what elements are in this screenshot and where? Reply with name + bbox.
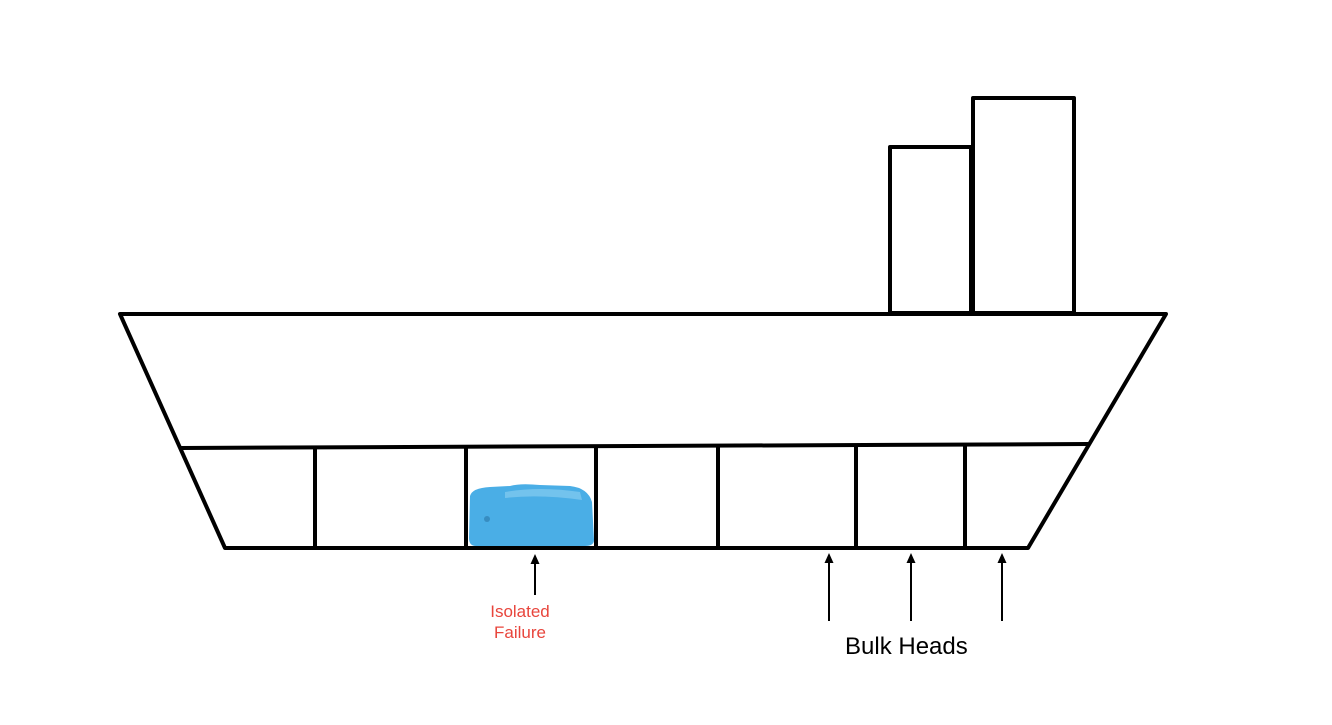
smokestack-short [888, 145, 973, 315]
flooded-compartment-water [469, 484, 594, 546]
water-fill [469, 484, 594, 546]
water-spot [484, 516, 490, 522]
isolated-failure-label-line2: Failure [494, 623, 546, 642]
isolated-failure-label-line1: Isolated [490, 602, 550, 621]
bulkhead-arrow [824, 553, 834, 621]
bulkhead-arrow [997, 553, 1007, 621]
failure-arrow [530, 554, 540, 595]
arrows [530, 553, 1007, 621]
bulkhead-arrow [906, 553, 916, 621]
smokestacks [888, 96, 1076, 315]
ship-hull [118, 312, 1168, 550]
water-highlight [505, 489, 582, 500]
bulkheads [313, 443, 967, 550]
deck-line [179, 442, 1090, 450]
isolated-failure-label: Isolated Failure [470, 601, 570, 643]
smokestack-tall [971, 96, 1076, 315]
bulkheads-label: Bulk Heads [845, 633, 968, 660]
